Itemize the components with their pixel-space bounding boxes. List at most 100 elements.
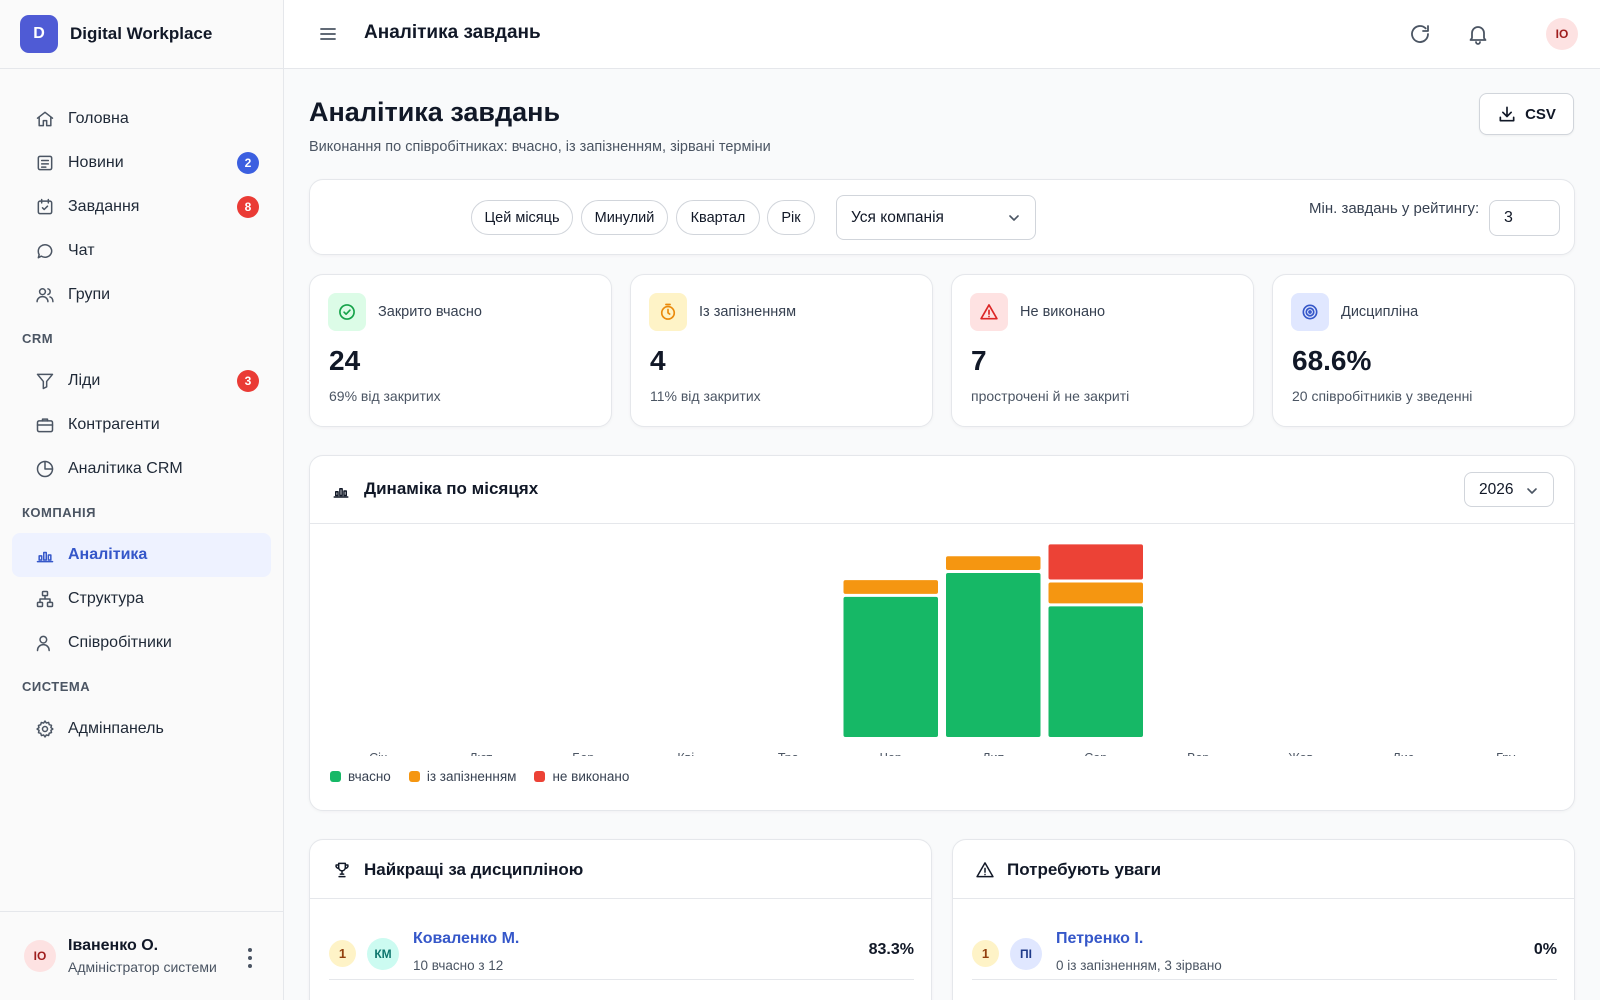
trophy-icon — [335, 862, 349, 878]
employee-link[interactable]: Коваленко М. — [413, 930, 520, 947]
chart-legend: вчасно із запізненням не виконано — [330, 769, 629, 784]
refresh-icon[interactable] — [1408, 22, 1432, 46]
sidebar-item-admin[interactable]: Адмінпанель — [12, 707, 271, 751]
brand-logo: D — [20, 15, 58, 53]
newspaper-icon — [34, 152, 56, 174]
x-tick-label: Лис — [1393, 751, 1414, 756]
period-chip-last-month[interactable]: Минулий — [581, 200, 668, 235]
nav-section-system: СИСТЕМА — [22, 678, 91, 694]
avatar[interactable]: ІО — [1546, 18, 1578, 50]
period-chip-year[interactable]: Рік — [767, 200, 815, 235]
topbar-title: Аналітика завдань — [364, 22, 541, 43]
sidebar-item-label: Адмінпанель — [68, 720, 164, 737]
more-vertical-icon[interactable] — [247, 948, 253, 968]
stat-card-not-done: Не виконано 7 прострочені й не закриті — [951, 274, 1254, 427]
page-title: Аналітика завдань — [309, 97, 561, 127]
news-count-badge: 2 — [237, 152, 259, 174]
sidebar-item-label: Ліди — [68, 372, 101, 389]
sidebar-item-counterparties[interactable]: Контрагенти — [12, 403, 271, 447]
sidebar-item-label: Новини — [68, 154, 124, 171]
check-circle-icon — [328, 293, 366, 331]
stat-note: 69% від закритих — [329, 388, 441, 404]
sidebar-item-groups[interactable]: Групи — [12, 273, 271, 317]
avatar: ПІ — [1010, 938, 1042, 970]
sidebar-item-news[interactable]: Новини 2 — [12, 141, 271, 185]
user-name: Іваненко О. — [68, 937, 159, 954]
rank-badge: 1 — [972, 940, 999, 967]
legend-swatch — [534, 771, 546, 782]
sidebar-item-employees[interactable]: Співробітники — [12, 621, 271, 665]
sidebar-item-label: Контрагенти — [68, 416, 160, 433]
warning-icon — [976, 862, 994, 878]
x-tick-label: Гру — [1496, 751, 1516, 756]
employee-stats: 0 із запізненням, 3 зірвано — [1056, 958, 1222, 973]
chart-bar-segment[interactable] — [1048, 582, 1144, 604]
sidebar-item-crm-analytics[interactable]: Аналітика CRM — [12, 447, 271, 491]
x-tick-label: Лип — [982, 751, 1004, 756]
sidebar-item-label: Аналітика — [68, 546, 148, 563]
sidebar: D Digital Workplace Головна Новини 2 Зав… — [0, 0, 284, 1000]
period-chip-quarter[interactable]: Квартал — [676, 200, 760, 235]
stat-label: Із запізненням — [699, 304, 797, 320]
stat-value: 68.6% — [1292, 345, 1372, 376]
filters-panel: Цей місяць Минулий Квартал Рік Уся компа… — [309, 179, 1575, 255]
filter-icon — [34, 370, 56, 392]
bar-chart-icon — [333, 488, 349, 498]
bell-icon[interactable] — [1466, 22, 1490, 46]
min-tasks-label: Мін. завдань у рейтингу: — [1309, 200, 1480, 217]
sidebar-item-structure[interactable]: Структура — [12, 577, 271, 621]
chart-bar-segment[interactable] — [843, 580, 939, 594]
stat-value: 7 — [971, 345, 987, 376]
legend-swatch — [408, 771, 420, 782]
chart-bar-segment[interactable] — [946, 556, 1041, 570]
menu-icon[interactable] — [318, 24, 338, 44]
chart-header: Динаміка по місяцях 2026 — [310, 456, 1574, 524]
chart-bar-segment[interactable] — [1048, 606, 1144, 737]
current-user[interactable]: ІО Іваненко О. Адміністратор системи — [0, 911, 283, 1000]
chart-bar-segment[interactable] — [1048, 544, 1144, 580]
chart-bar-segment[interactable] — [843, 596, 939, 737]
sidebar-item-leads[interactable]: Ліди 3 — [12, 359, 271, 403]
year-select[interactable]: 2026 — [1464, 472, 1554, 507]
stat-card-on-time: Закрито вчасно 24 69% від закритих — [309, 274, 612, 427]
sidebar-item-home[interactable]: Головна — [12, 97, 271, 141]
legend-item: не виконано — [534, 769, 629, 784]
calendar-check-icon — [34, 196, 56, 218]
pie-chart-icon — [34, 458, 56, 480]
table-row[interactable]: 1 ПІ Петренко І. 0 із запізненням, 3 зір… — [972, 920, 1557, 980]
scope-select[interactable]: Уся компанія — [836, 195, 1036, 240]
user-info: Іваненко О. Адміністратор системи — [68, 937, 217, 975]
period-chip-this-month[interactable]: Цей місяць — [471, 200, 573, 235]
export-csv-button[interactable]: CSV — [1479, 93, 1574, 135]
best-header: Найкращі за дисципліною — [310, 840, 931, 899]
brand[interactable]: D Digital Workplace — [0, 0, 283, 69]
table-row[interactable]: 1 КМ Коваленко М. 10 вчасно з 12 83.3% — [329, 920, 914, 980]
employee-link[interactable]: Петренко І. — [1056, 930, 1144, 947]
monthly-chart-card: Динаміка по місяцях 2026 Січ Лют Бер Кві Тра… — [309, 455, 1575, 811]
stat-label: Дисципліна — [1341, 304, 1419, 320]
nav-section-company: КОМПАНІЯ — [22, 504, 96, 520]
sidebar-item-chat[interactable]: Чат — [12, 229, 271, 273]
legend-label: із запізненням — [426, 769, 517, 784]
min-tasks-input[interactable]: 3 — [1489, 200, 1560, 236]
topbar: Аналітика завдань ІО — [284, 0, 1600, 69]
rank-badge: 1 — [329, 940, 356, 967]
sidebar-item-label: Головна — [68, 110, 129, 127]
year-select-value: 2026 — [1479, 480, 1514, 498]
chart-bar-segment[interactable] — [946, 572, 1041, 737]
stat-label: Не виконано — [1020, 304, 1106, 320]
best-discipline-card: Найкращі за дисципліною 1 КМ Коваленко М… — [309, 839, 932, 1000]
stat-card-discipline: Дисципліна 68.6% 20 співробітників у зве… — [1272, 274, 1575, 427]
leads-count-badge: 3 — [237, 370, 259, 392]
sidebar-item-analytics[interactable]: Аналітика — [12, 533, 271, 577]
x-tick-label: Кві — [677, 751, 694, 756]
home-icon — [34, 108, 56, 130]
nav-section-crm: CRM — [22, 330, 54, 346]
users-icon — [34, 284, 56, 306]
chevron-down-icon — [1009, 215, 1019, 221]
employee-stats: 10 вчасно з 12 — [413, 958, 504, 973]
stat-card-late: Із запізненням 4 11% від закритих — [630, 274, 933, 427]
tasks-count-badge: 8 — [237, 196, 259, 218]
sidebar-item-tasks[interactable]: Завдання 8 — [12, 185, 271, 229]
discipline-value: 0% — [1533, 941, 1557, 958]
